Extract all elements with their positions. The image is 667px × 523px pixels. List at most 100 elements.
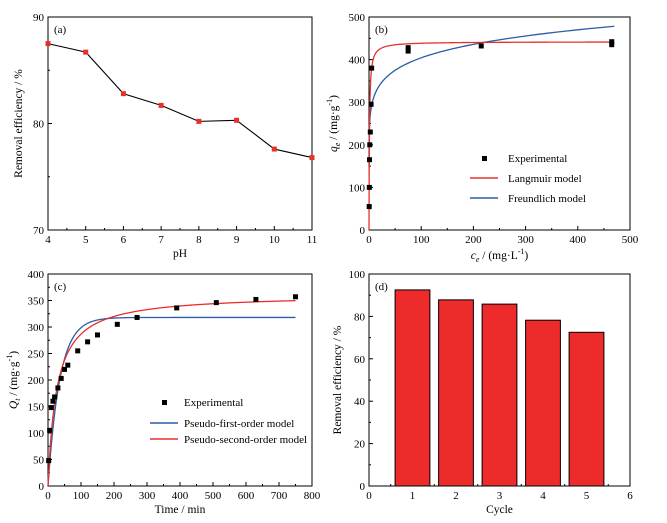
x-tick-label: 400 — [570, 234, 587, 246]
legend-label: Pseudo-second-order model — [184, 434, 307, 446]
x-tick-label: 6 — [627, 490, 633, 502]
panel-a: 4 5 6 7 8 9 10 11 70 80 90 (a) pH Removal efficiency … — [13, 12, 317, 260]
y-tick-label: 50 — [33, 455, 45, 467]
legend-label: Pseudo-first-order model — [184, 418, 294, 430]
x-tick-label: 100 — [73, 490, 90, 502]
y-tick-label: 250 — [28, 349, 45, 361]
x-tick-label: 7 — [158, 234, 164, 246]
x-tick-label: 0 — [45, 490, 51, 502]
x-tick-label: 800 — [304, 490, 321, 502]
data-point — [83, 49, 89, 55]
data-point — [48, 405, 54, 411]
y-tick-label: 400 — [349, 55, 366, 67]
y-tick-label: 150 — [28, 402, 45, 414]
bar — [394, 289, 431, 487]
panel-label: (c) — [54, 281, 67, 293]
data-point — [405, 45, 411, 51]
bar — [525, 319, 561, 487]
legend-marker-experimental — [482, 156, 487, 161]
x-tick-label: 8 — [196, 234, 202, 246]
x-tick-label: 2 — [453, 490, 459, 502]
panel-label: (a) — [54, 24, 67, 36]
legend-label: Experimental — [508, 153, 567, 165]
y-tick-label: 0 — [360, 225, 366, 237]
y-axis-label: Qt / (mg·g-1) — [5, 351, 22, 409]
x-tick-label: 4 — [540, 490, 546, 502]
x-axis-label: ce / (mg·L-1) — [471, 247, 529, 264]
data-point — [52, 394, 58, 400]
y-tick-label: 80 — [354, 311, 366, 323]
y-tick-label: 300 — [349, 97, 366, 109]
data-point — [271, 146, 277, 152]
x-tick-label: 200 — [106, 490, 123, 502]
x-tick-label: 5 — [584, 490, 590, 502]
x-tick-label: 500 — [205, 490, 222, 502]
data-point — [367, 157, 373, 163]
series-line — [47, 43, 313, 159]
data-point — [95, 332, 100, 338]
y-tick-label: 400 — [28, 269, 45, 281]
x-tick-label: 600 — [238, 490, 255, 502]
pfo-curve — [47, 316, 296, 487]
y-tick-label: 500 — [349, 12, 366, 24]
data-point — [213, 300, 219, 306]
y-tick-label: 100 — [28, 428, 45, 440]
data-point — [366, 204, 372, 210]
langmuir-curve — [368, 41, 615, 231]
x-tick-label: 9 — [234, 234, 240, 246]
x-tick-label: 10 — [269, 234, 281, 246]
x-tick-label: 3 — [497, 490, 503, 502]
data-point — [196, 118, 202, 124]
y-tick-label: 100 — [349, 269, 366, 281]
data-point — [47, 427, 53, 433]
panel-label: (d) — [375, 281, 388, 293]
y-tick-label: 60 — [354, 354, 366, 366]
data-point — [234, 117, 240, 123]
x-tick-label: 5 — [83, 234, 89, 246]
data-point — [405, 48, 411, 54]
legend-label: Freundlich model — [508, 193, 586, 205]
y-tick-label: 20 — [354, 439, 366, 451]
x-axis-label: pH — [173, 248, 187, 260]
y-tick-label: 0 — [360, 481, 366, 493]
panel-c: 0 100 200 300 400 500 600 700 800 0 50 100 150 200 250… — [5, 269, 321, 516]
x-tick-label: 6 — [121, 234, 127, 246]
data-point — [609, 39, 615, 45]
panel-label: (b) — [375, 24, 388, 36]
x-axis-label: Time / min — [155, 504, 206, 516]
bar — [438, 299, 474, 487]
x-tick-label: 11 — [307, 234, 318, 246]
x-tick-label: 0 — [366, 234, 372, 246]
y-tick-label: 200 — [28, 375, 45, 387]
data-point — [253, 296, 259, 302]
y-tick-label: 40 — [354, 396, 366, 408]
data-point — [45, 41, 51, 47]
panel-b: 0 100 200 300 400 500 0 100 200 300 400 500 (b) Exper… — [325, 12, 639, 264]
plot-frame — [47, 16, 313, 231]
legend-marker-experimental — [162, 400, 167, 405]
data-point — [368, 101, 374, 107]
x-tick-label: 300 — [517, 234, 534, 246]
x-tick-label: 300 — [139, 490, 156, 502]
x-tick-label: 0 — [366, 490, 372, 502]
data-point — [309, 155, 315, 161]
data-point — [174, 305, 180, 311]
x-tick-label: 100 — [413, 234, 430, 246]
legend-label: Langmuir model — [508, 173, 582, 185]
data-point — [50, 398, 56, 404]
x-tick-label: 500 — [622, 234, 639, 246]
y-tick-label: 100 — [349, 182, 366, 194]
y-axis-label: Removal efficiency / % — [332, 325, 344, 434]
data-point — [58, 375, 64, 381]
y-tick-label: 200 — [349, 140, 366, 152]
data-point — [120, 91, 126, 97]
x-tick-label: 4 — [45, 234, 51, 246]
data-point — [609, 42, 615, 48]
data-point — [62, 366, 67, 372]
x-tick-label: 400 — [172, 490, 189, 502]
data-point — [134, 314, 140, 320]
data-point — [55, 385, 61, 391]
y-axis-label: qe / (mg·g-1) — [325, 95, 342, 152]
x-tick-label: 200 — [465, 234, 482, 246]
